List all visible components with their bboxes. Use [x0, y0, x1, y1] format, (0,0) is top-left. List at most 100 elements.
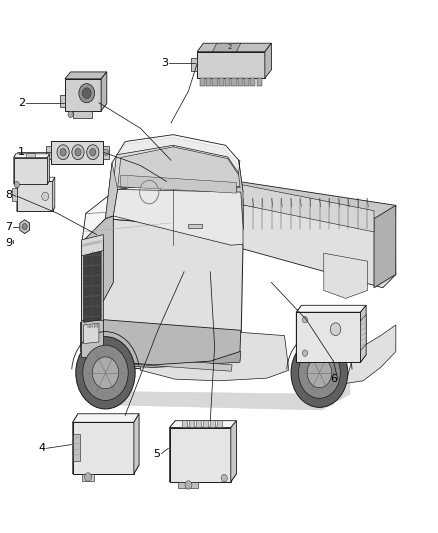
Polygon shape	[219, 78, 224, 86]
Polygon shape	[170, 421, 175, 482]
Polygon shape	[73, 434, 80, 461]
Circle shape	[291, 338, 348, 407]
Polygon shape	[231, 160, 243, 229]
Polygon shape	[230, 181, 396, 229]
Polygon shape	[296, 355, 366, 362]
Polygon shape	[51, 141, 103, 164]
Polygon shape	[374, 205, 396, 288]
Polygon shape	[113, 189, 243, 245]
Polygon shape	[12, 188, 17, 200]
Circle shape	[302, 350, 307, 357]
Polygon shape	[14, 154, 49, 158]
Polygon shape	[73, 111, 92, 118]
Polygon shape	[170, 427, 231, 482]
Polygon shape	[106, 356, 232, 371]
Polygon shape	[73, 414, 139, 422]
Polygon shape	[81, 216, 113, 304]
Circle shape	[221, 474, 227, 482]
Text: 1: 1	[18, 147, 25, 157]
Polygon shape	[265, 43, 272, 78]
Polygon shape	[101, 72, 107, 111]
Polygon shape	[197, 43, 272, 52]
Polygon shape	[73, 422, 134, 474]
Circle shape	[298, 348, 340, 398]
Circle shape	[79, 84, 95, 103]
Polygon shape	[81, 181, 243, 245]
Polygon shape	[210, 421, 216, 427]
Text: 8: 8	[5, 190, 12, 200]
Polygon shape	[141, 325, 289, 381]
Text: 4: 4	[39, 443, 46, 453]
Circle shape	[307, 358, 332, 387]
Polygon shape	[84, 251, 101, 322]
Polygon shape	[81, 320, 103, 357]
Polygon shape	[81, 320, 241, 365]
Polygon shape	[65, 72, 107, 79]
Circle shape	[14, 181, 19, 188]
Circle shape	[72, 145, 84, 160]
Polygon shape	[17, 181, 53, 211]
Circle shape	[42, 192, 49, 200]
Polygon shape	[17, 177, 19, 211]
Circle shape	[92, 357, 119, 389]
Polygon shape	[14, 158, 47, 184]
Polygon shape	[17, 207, 55, 211]
Circle shape	[76, 337, 135, 409]
Polygon shape	[20, 220, 30, 233]
Circle shape	[330, 323, 341, 336]
Polygon shape	[103, 146, 109, 159]
Circle shape	[302, 317, 307, 323]
Polygon shape	[225, 78, 230, 86]
Polygon shape	[188, 224, 201, 228]
Circle shape	[83, 345, 128, 400]
Text: 2: 2	[228, 44, 232, 51]
Polygon shape	[182, 421, 188, 427]
Polygon shape	[296, 305, 301, 362]
Polygon shape	[82, 474, 94, 481]
Polygon shape	[81, 235, 103, 256]
Polygon shape	[65, 79, 101, 111]
Polygon shape	[60, 95, 65, 107]
Polygon shape	[47, 154, 49, 184]
Polygon shape	[81, 219, 243, 370]
Polygon shape	[230, 181, 239, 248]
Polygon shape	[170, 474, 237, 482]
Polygon shape	[196, 421, 202, 427]
Polygon shape	[346, 325, 396, 383]
Polygon shape	[106, 383, 350, 410]
Polygon shape	[244, 78, 249, 86]
Polygon shape	[231, 421, 237, 482]
Circle shape	[85, 473, 92, 481]
Text: 2: 2	[18, 98, 25, 108]
Polygon shape	[46, 146, 51, 159]
Circle shape	[57, 145, 69, 160]
Text: RAM: RAM	[86, 324, 99, 328]
Polygon shape	[114, 138, 240, 187]
Polygon shape	[189, 421, 195, 427]
Circle shape	[87, 145, 99, 160]
Polygon shape	[81, 240, 103, 344]
Circle shape	[90, 149, 96, 156]
Polygon shape	[84, 324, 99, 344]
Polygon shape	[53, 177, 55, 211]
Polygon shape	[112, 146, 240, 197]
Circle shape	[60, 149, 66, 156]
Polygon shape	[73, 414, 78, 474]
Polygon shape	[26, 154, 35, 158]
Polygon shape	[200, 78, 205, 86]
Polygon shape	[296, 305, 366, 312]
Polygon shape	[106, 135, 243, 219]
Polygon shape	[191, 58, 197, 71]
Polygon shape	[73, 465, 139, 474]
Polygon shape	[106, 163, 118, 219]
Polygon shape	[178, 482, 198, 488]
Polygon shape	[170, 421, 237, 427]
Polygon shape	[14, 154, 16, 184]
Text: 3: 3	[161, 59, 168, 68]
Polygon shape	[257, 78, 262, 86]
Polygon shape	[230, 203, 396, 288]
Text: 5: 5	[153, 449, 160, 458]
Polygon shape	[212, 78, 218, 86]
Polygon shape	[197, 52, 265, 78]
Text: 9: 9	[5, 238, 12, 247]
